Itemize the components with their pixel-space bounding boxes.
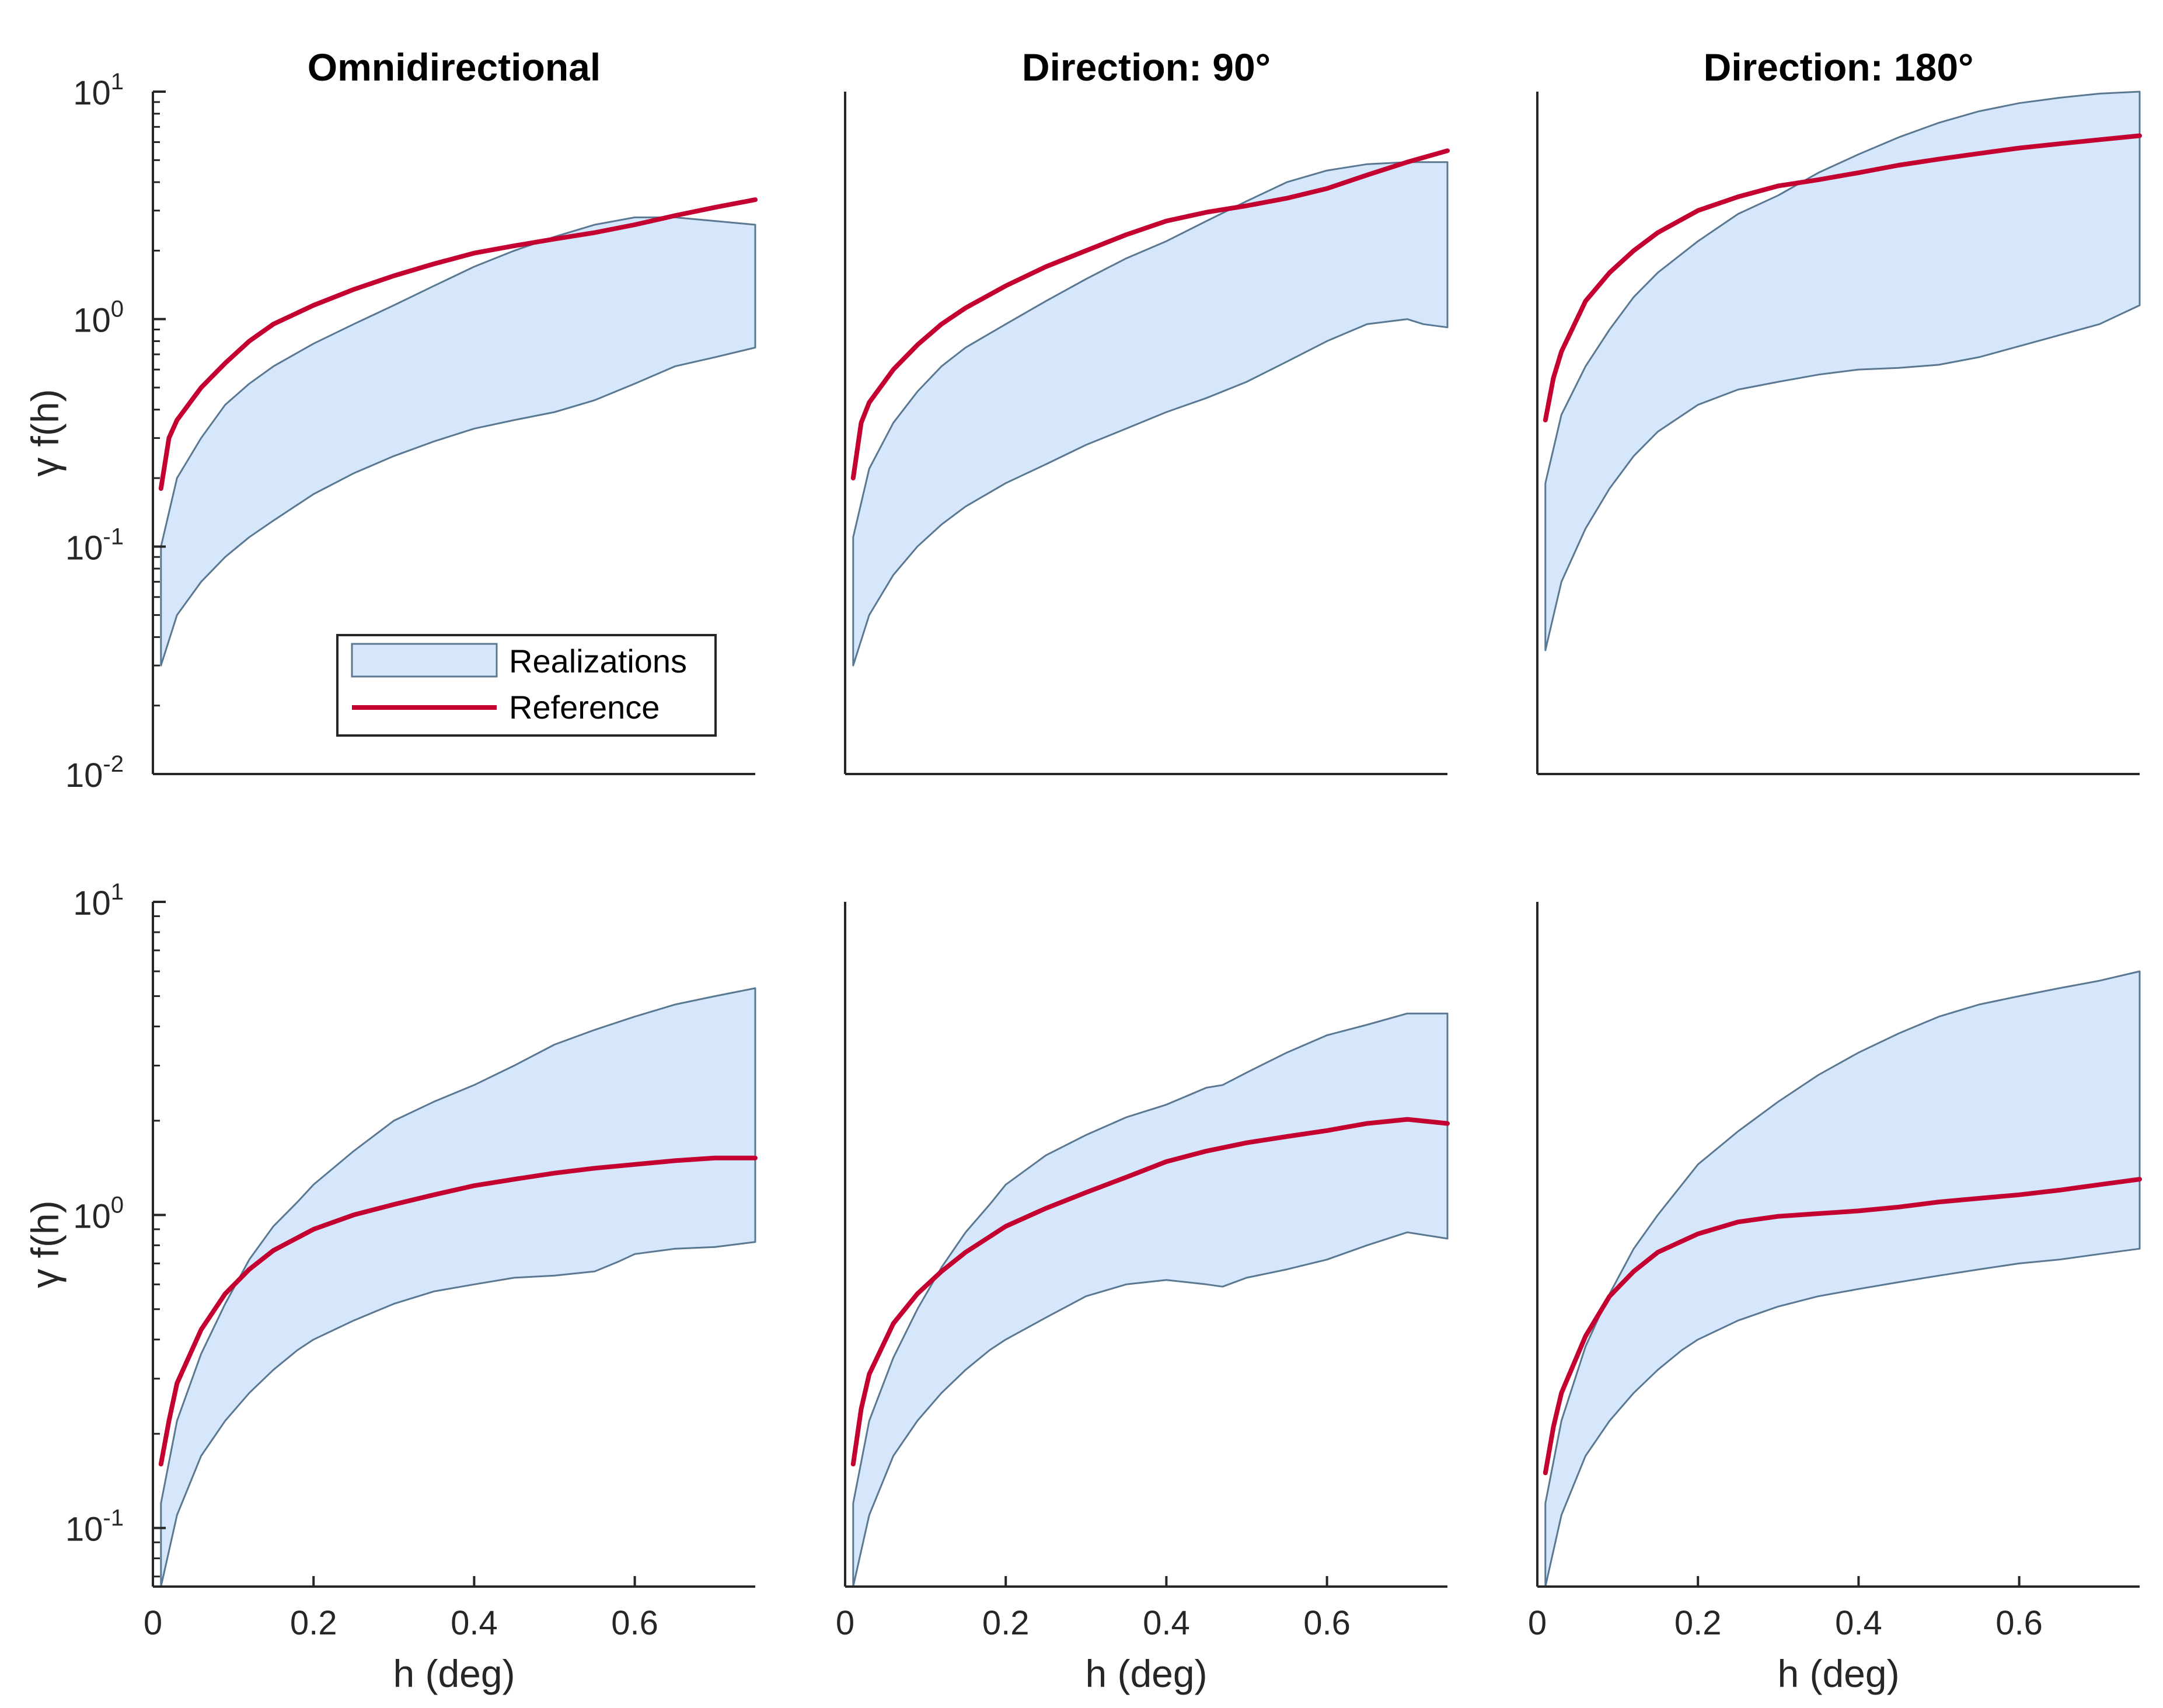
panel-r0c1: Direction: 90° (844, 46, 1450, 775)
x-tick-label: 0.6 (1303, 1604, 1351, 1642)
x-tick-label: 0.2 (1674, 1604, 1722, 1642)
x-tick-label: 0.6 (1995, 1604, 2043, 1642)
realizations-band (1544, 970, 2141, 1588)
x-tick-label: 0.4 (451, 1604, 498, 1642)
x-tick-label: 0.2 (982, 1604, 1030, 1642)
reference-line (158, 197, 758, 491)
x-tick-label: 0.4 (1835, 1604, 1882, 1642)
y-tick-label: 10-1 (65, 524, 124, 567)
y-tick-label: 101 (73, 69, 124, 112)
y-axis-label: γ f(h) (23, 389, 67, 476)
reference-line (1543, 1177, 2142, 1476)
legend-label-reference: Reference (509, 689, 660, 726)
panel-title: Omnidirectional (308, 46, 601, 89)
reference-line (850, 1117, 1450, 1467)
x-tick-label: 0.4 (1143, 1604, 1190, 1642)
y-tick-label: 101 (73, 879, 124, 922)
reference-line (158, 1155, 758, 1467)
panel-title: Direction: 180° (1704, 46, 1974, 89)
realizations-band (852, 161, 1449, 667)
reference-line (850, 148, 1450, 480)
x-axis-label: h (deg) (1777, 1652, 1899, 1695)
x-tick-label: 0 (144, 1604, 162, 1642)
y-axis-label: γ f(h) (23, 1200, 67, 1288)
x-tick-label: 0 (1528, 1604, 1547, 1642)
legend: Realizations Reference (336, 634, 717, 737)
panel-r0c0: Omnidirectional 10-2 10-1 100 101 γ f(h) (23, 46, 758, 794)
x-tick-label: 0.2 (290, 1604, 337, 1642)
realizations-band (160, 987, 756, 1588)
realizations-band (160, 216, 756, 667)
panel-title: Direction: 90° (1022, 46, 1271, 89)
x-axis-label: h (deg) (1085, 1652, 1207, 1695)
legend-label-realizations: Realizations (509, 643, 687, 679)
panel-r1c0: 10-1 100 101 γ f(h) 0 0.2 0.4 0.6 h (deg) (23, 879, 758, 1695)
panel-r1c2: 0 0.2 0.4 0.6 h (deg) (1528, 902, 2142, 1695)
y-tick-label: 10-1 (65, 1505, 124, 1549)
reference-line (1543, 133, 2142, 423)
x-tick-label: 0.6 (611, 1604, 658, 1642)
realizations-band (852, 1012, 1449, 1588)
x-axis-label: h (deg) (393, 1652, 515, 1695)
realizations-band (1544, 90, 2141, 651)
x-tick-label: 0 (836, 1604, 854, 1642)
panel-r0c2: Direction: 180° (1536, 46, 2142, 775)
y-tick-label: 100 (73, 297, 124, 340)
y-tick-label: 10-2 (65, 751, 124, 794)
panel-r1c1: 0 0.2 0.4 0.6 h (deg) (836, 902, 1450, 1695)
y-tick-label: 100 (73, 1192, 124, 1235)
legend-swatch-band (351, 643, 498, 678)
